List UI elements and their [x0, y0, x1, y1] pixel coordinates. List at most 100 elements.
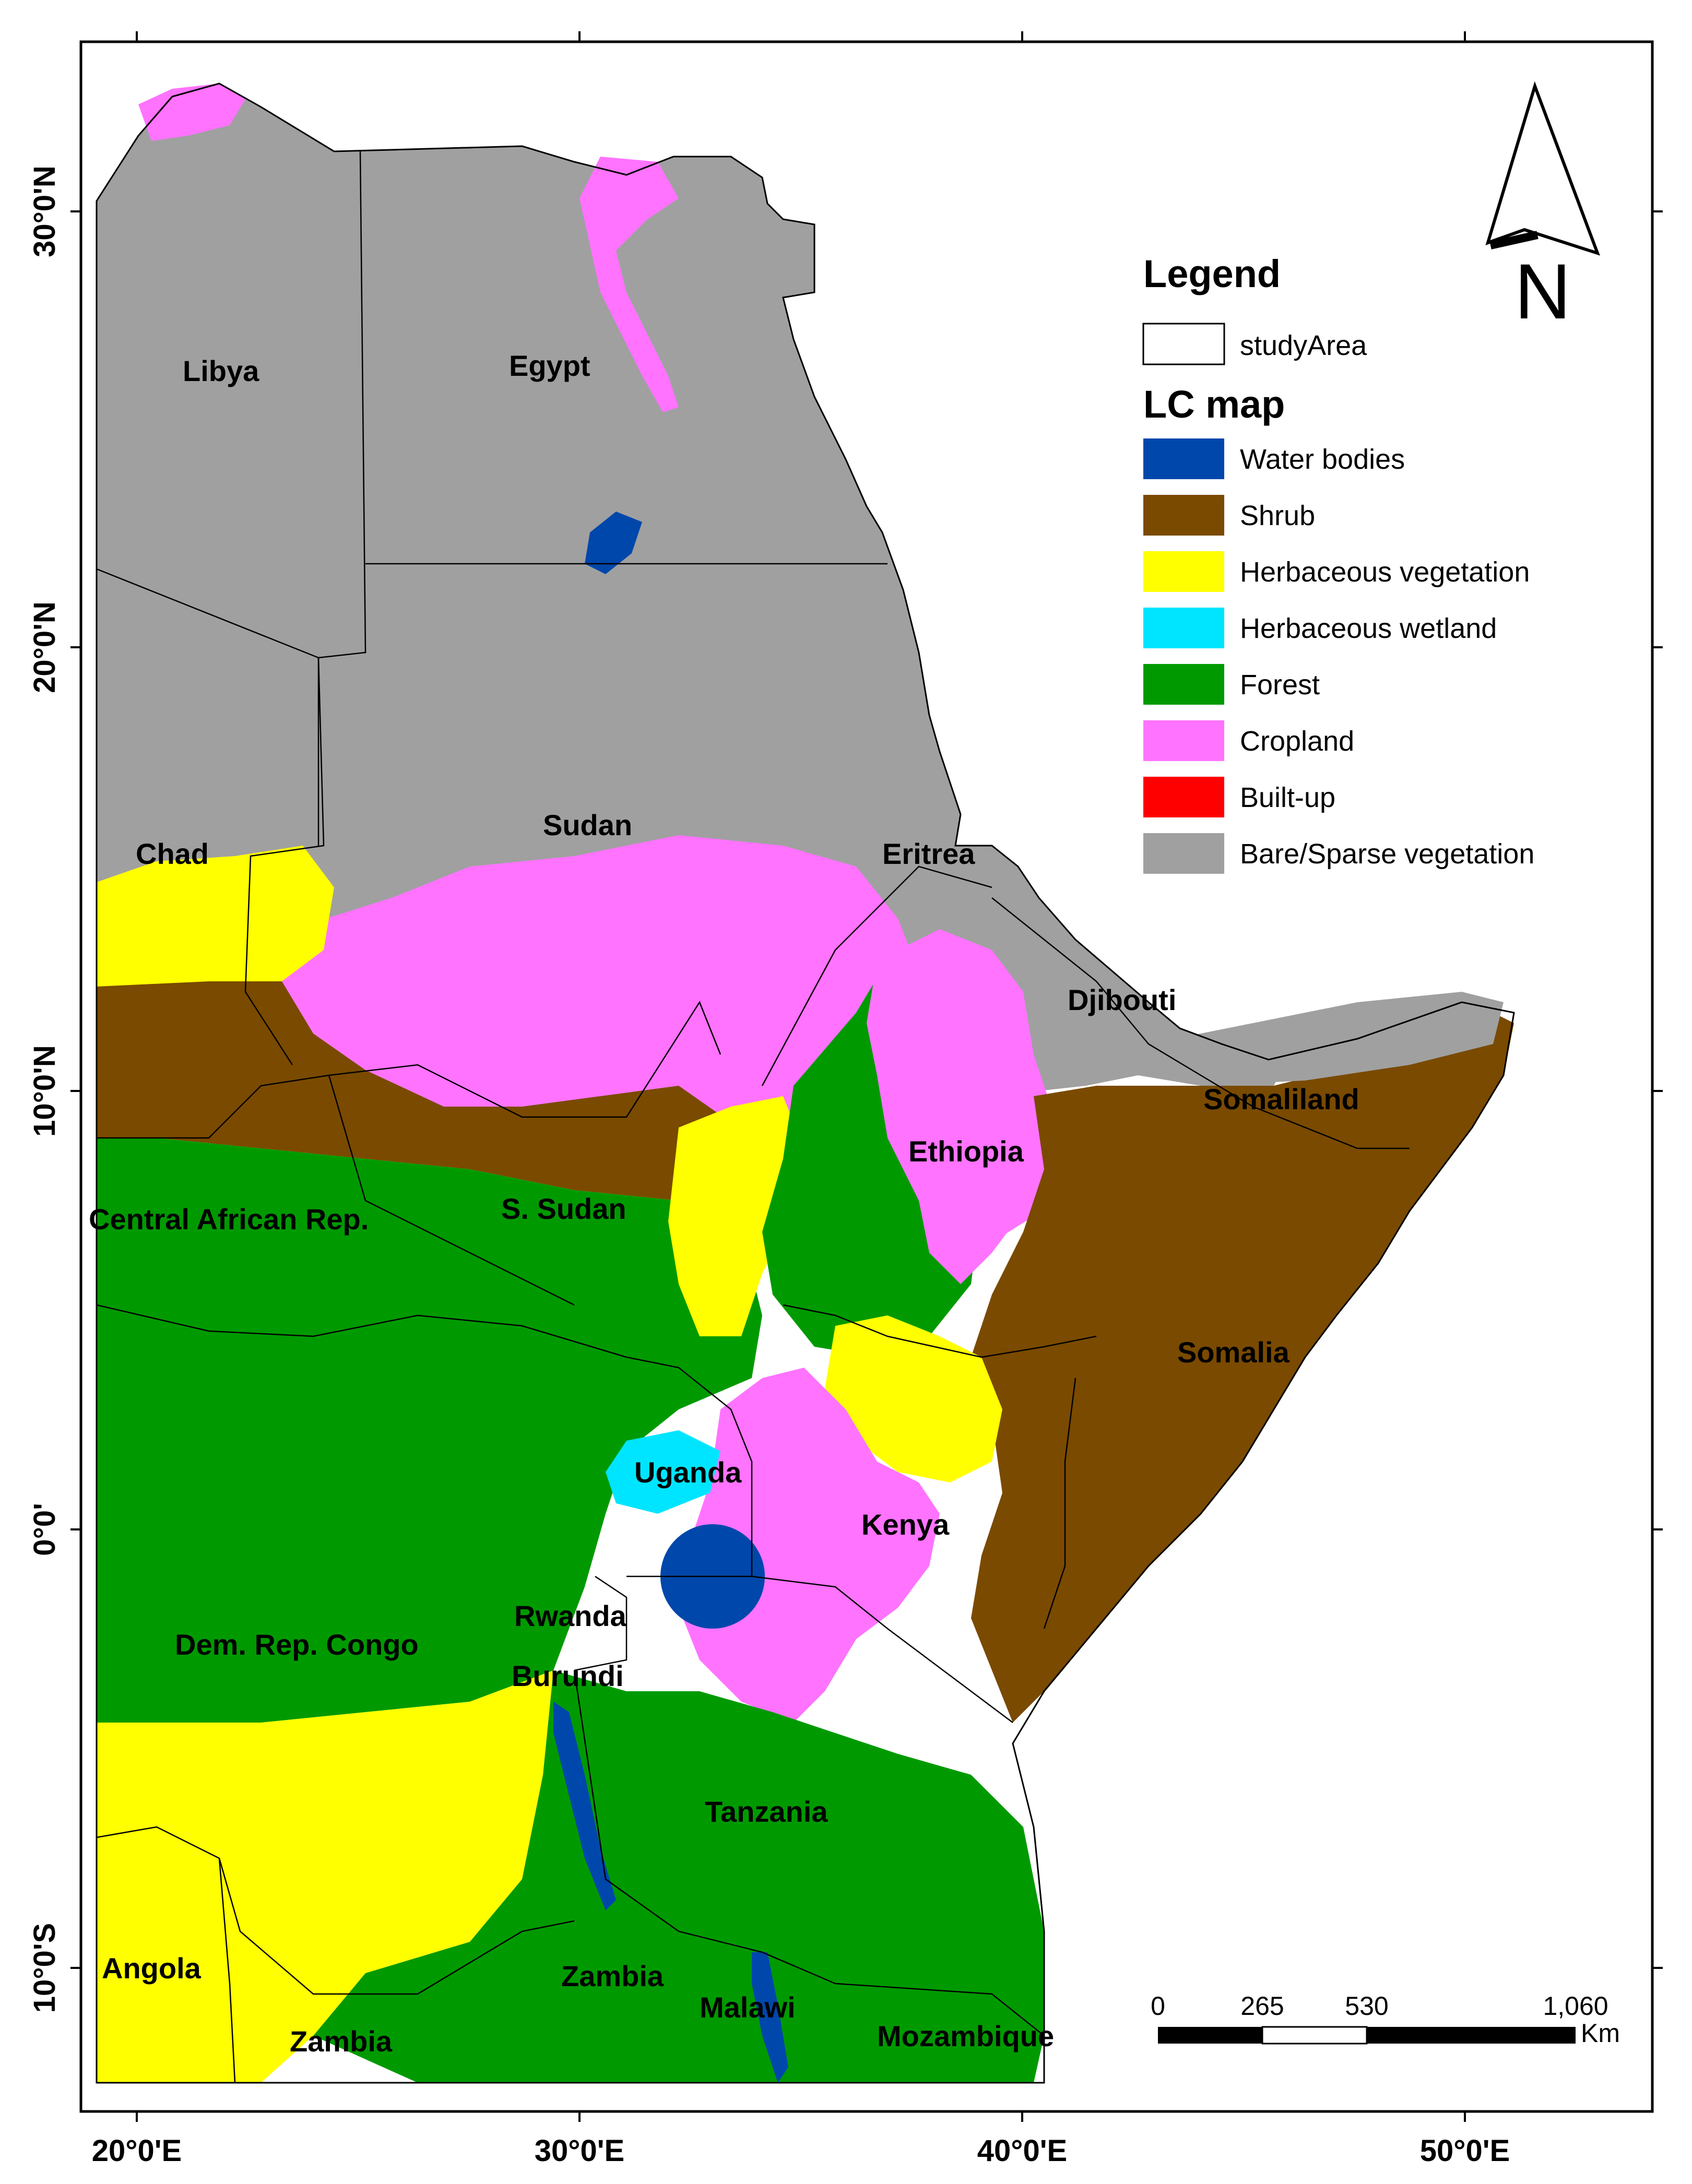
- herbaceous-s-sudan: [668, 1096, 804, 1336]
- x-axis-label: 50°0'E: [1420, 2134, 1510, 2168]
- border-somalia-kenya: [1043, 1378, 1076, 1629]
- border-tanzania-south: [573, 1670, 1045, 2036]
- scale-segment: [1158, 2027, 1262, 2044]
- country-label: Somaliland: [1203, 1083, 1359, 1115]
- forest-southern: [313, 1670, 1044, 2083]
- bare-somaliland: [1149, 992, 1504, 1086]
- legend-swatch: [1143, 664, 1224, 705]
- country-label: Djibouti: [1068, 983, 1176, 1016]
- forest-central: [97, 1138, 762, 1723]
- herbaceous-southwest: [97, 1670, 553, 2083]
- country-label: Tanzania: [705, 1795, 828, 1828]
- border-libya-sudan: [96, 568, 319, 659]
- legend-item-label: Shrub: [1240, 500, 1315, 531]
- y-axis-label: 20°0'N: [28, 601, 62, 693]
- legend-items: Water bodies Shrub Herbaceous vegetation He…: [1143, 438, 1534, 874]
- border-ethiopia-west: [761, 865, 992, 1086]
- border-kenya-tanzania: [751, 1575, 1013, 1723]
- x-axis-labels: 20°0'E 30°0'E 40°0'E 50°0'E: [92, 2134, 1510, 2168]
- country-label: Egypt: [509, 349, 590, 382]
- border-zambia: [96, 1826, 575, 1995]
- country-label: S. Sudan: [501, 1192, 626, 1225]
- y-axis-label: 10°0'S: [28, 1923, 62, 2013]
- y-axis-labels: 30°0'N 20°0'N 10°0'N 0°0' 10°0'S: [28, 165, 62, 2013]
- legend-item-label: Herbaceous vegetation: [1240, 556, 1530, 588]
- country-label: Mozambique: [877, 2020, 1054, 2052]
- y-axis-label: 30°0'N: [28, 165, 62, 257]
- country-label: Rwanda: [514, 1599, 627, 1632]
- border-sudan-ssudan: [328, 1001, 721, 1118]
- wetland-uganda: [606, 1430, 720, 1514]
- scale-label: 265: [1240, 1991, 1284, 2021]
- legend-item-label: Bare/Sparse vegetation: [1240, 838, 1534, 870]
- scale-bar: 0 265 530 1,060 Km: [1151, 1991, 1620, 2048]
- scale-label: 0: [1151, 1991, 1165, 2021]
- legend-title: Legend: [1143, 252, 1281, 295]
- country-label: Angola: [102, 1952, 202, 1985]
- country-label: Somalia: [1177, 1336, 1290, 1369]
- scale-segment: [1261, 2026, 1368, 2045]
- country-label: Zambia: [290, 2025, 393, 2058]
- scale-segment: [1367, 2027, 1576, 2044]
- border-ethiopia-south: [783, 1304, 1097, 1358]
- legend-item-label: Cropland: [1240, 726, 1354, 757]
- land-cover-layer: [97, 84, 1514, 2083]
- country-label: Chad: [136, 837, 209, 870]
- graticule-ticks: [70, 31, 1663, 2122]
- shrub-west-belt: [97, 981, 757, 1201]
- border-angola-zambia: [218, 1858, 236, 2083]
- legend: Legend studyArea LC map Water bodies Shru…: [1142, 252, 1534, 874]
- border-car: [97, 1074, 575, 1306]
- x-axis-label: 40°0'E: [977, 2134, 1067, 2168]
- country-label: Eritrea: [882, 837, 975, 870]
- border-libya-egypt: [317, 151, 366, 846]
- legend-item-label: Herbaceous wetland: [1240, 613, 1497, 644]
- legend-swatch-study-area: [1142, 323, 1225, 365]
- scale-unit: Km: [1581, 2019, 1620, 2048]
- border-drc-north: [96, 1304, 627, 1358]
- lake-malawi: [752, 1952, 788, 2083]
- country-label: Malawi: [700, 1991, 796, 2024]
- country-label: Ethiopia: [908, 1135, 1024, 1168]
- libya-coast-cropland: [138, 84, 245, 141]
- north-arrow-label: N: [1514, 247, 1571, 335]
- legend-swatch: [1143, 720, 1224, 761]
- lake-nasser: [585, 512, 642, 574]
- legend-swatch: [1143, 551, 1224, 592]
- legend-swatch: [1143, 777, 1224, 817]
- country-label: Sudan: [543, 809, 632, 841]
- country-label: Zambia: [561, 1960, 664, 1992]
- country-label: Central African Rep.: [89, 1203, 369, 1236]
- bare-zone: [97, 84, 1284, 1143]
- cropland-ethiopia: [867, 929, 1055, 1284]
- legend-lc-title: LC map: [1143, 383, 1285, 426]
- x-axis-label: 30°0'E: [535, 2134, 624, 2168]
- border-rwanda-burundi: [574, 1575, 628, 1671]
- shrub-horn: [971, 1013, 1514, 1723]
- north-arrow: N: [1485, 81, 1600, 335]
- legend-item-label: Built-up: [1240, 782, 1335, 813]
- legend-swatch: [1143, 608, 1224, 648]
- country-label: Dem. Rep. Congo: [175, 1628, 419, 1661]
- nile-cropland: [579, 157, 679, 412]
- border-uganda: [626, 1356, 753, 1577]
- border-chad-sudan: [244, 657, 325, 1065]
- country-labels: Libya Egypt Sudan Chad Eritrea Djibouti …: [89, 349, 1359, 2058]
- study-area-outline: [96, 82, 1515, 2084]
- country-borders: [96, 151, 1410, 2083]
- legend-swatch: [1143, 495, 1224, 536]
- border-ethiopia-east: [991, 897, 1410, 1149]
- legend-item-label: Water bodies: [1240, 444, 1405, 475]
- herbaceous-chad: [97, 846, 334, 992]
- lake-tanganyika: [553, 1702, 616, 1910]
- legend-study-area-label: studyArea: [1240, 330, 1367, 361]
- legend-item-label: Forest: [1240, 669, 1320, 701]
- legend-swatch: [1143, 438, 1224, 479]
- country-label: Uganda: [634, 1456, 742, 1489]
- cropland-east-africa: [679, 1368, 940, 1723]
- scale-label: 1,060: [1543, 1991, 1608, 2021]
- north-arrow-bar: [1489, 231, 1539, 250]
- x-axis-label: 20°0'E: [92, 2134, 182, 2168]
- legend-swatch: [1143, 833, 1224, 874]
